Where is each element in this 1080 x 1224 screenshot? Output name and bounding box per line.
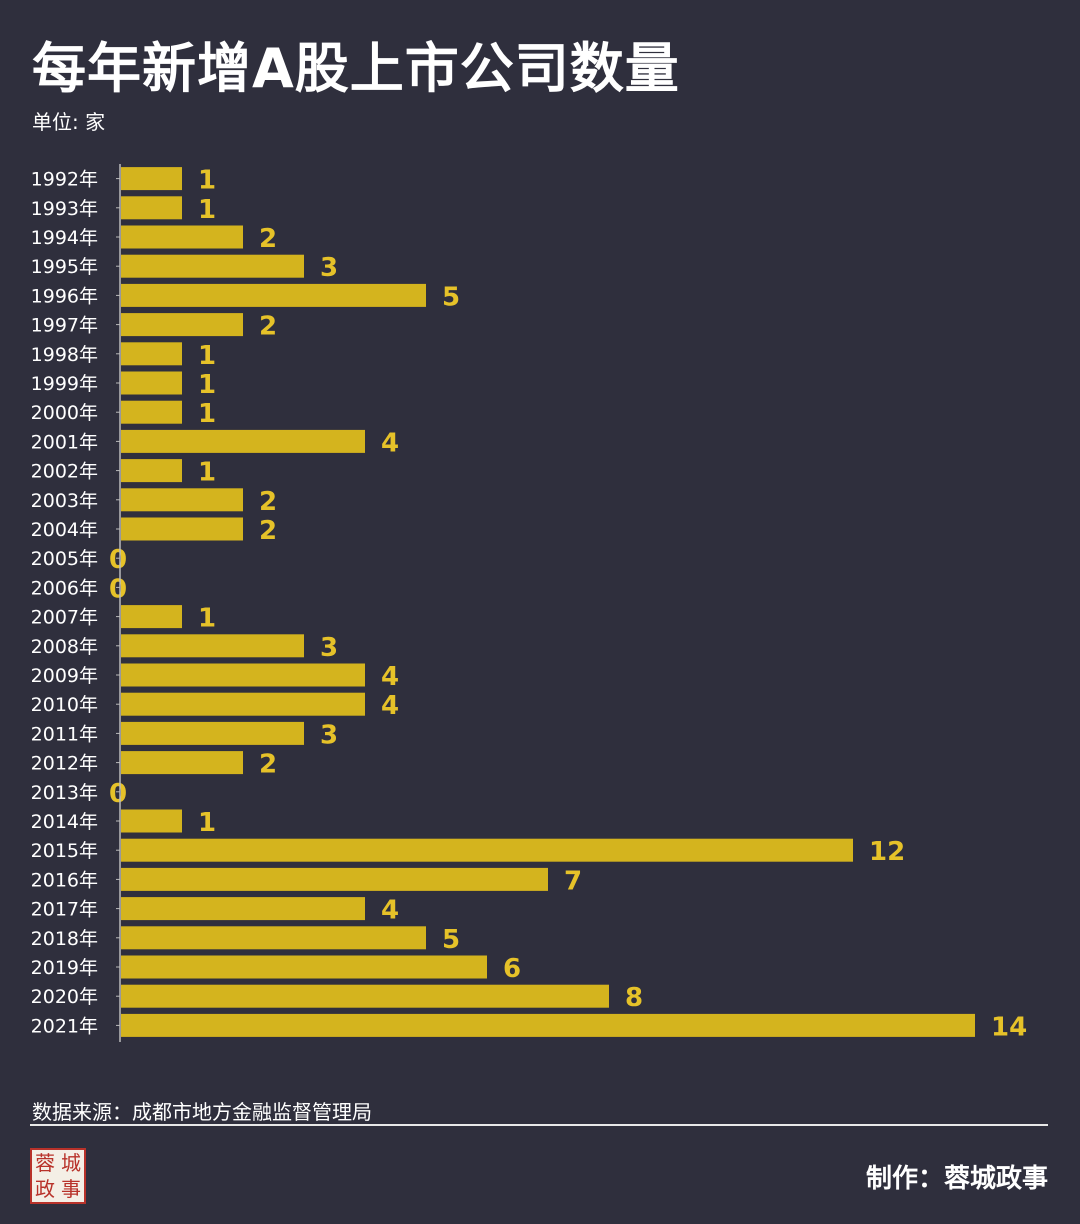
value-label: 2 bbox=[259, 516, 277, 546]
category-label: 2012年 bbox=[31, 753, 98, 775]
value-label: 2 bbox=[259, 224, 277, 254]
bar bbox=[121, 897, 365, 921]
value-label: 5 bbox=[442, 282, 460, 312]
value-label: 2 bbox=[259, 312, 277, 342]
value-label: 4 bbox=[381, 428, 399, 458]
bar bbox=[121, 1013, 975, 1037]
category-label: 2004年 bbox=[31, 519, 98, 541]
value-label: 0 bbox=[109, 545, 127, 575]
category-label: 2021年 bbox=[31, 1015, 98, 1037]
value-label: 2 bbox=[259, 487, 277, 517]
category-label: 1992年 bbox=[31, 169, 98, 191]
value-label: 12 bbox=[869, 837, 905, 867]
bar bbox=[121, 838, 853, 862]
value-label: 1 bbox=[198, 195, 216, 225]
value-label: 1 bbox=[198, 370, 216, 400]
category-label: 2009年 bbox=[31, 665, 98, 687]
data-source: 数据来源：成都市地方金融监督管理局 bbox=[32, 1100, 372, 1124]
category-label: 2015年 bbox=[31, 840, 98, 862]
category-label: 1994年 bbox=[31, 227, 98, 249]
category-label: 2013年 bbox=[31, 782, 98, 804]
category-label: 2014年 bbox=[31, 811, 98, 833]
bar bbox=[121, 313, 243, 337]
seal-char: 蓉 bbox=[35, 1151, 55, 1175]
bar bbox=[121, 400, 182, 424]
value-label: 14 bbox=[991, 1012, 1027, 1042]
value-label: 3 bbox=[320, 720, 338, 750]
bar bbox=[121, 488, 243, 512]
category-label: 1999年 bbox=[31, 373, 98, 395]
category-label: 2000年 bbox=[31, 402, 98, 424]
category-label: 1993年 bbox=[31, 198, 98, 220]
value-label: 0 bbox=[109, 574, 127, 604]
category-label: 1998年 bbox=[31, 344, 98, 366]
category-label: 2006年 bbox=[31, 577, 98, 599]
category-label: 2003年 bbox=[31, 490, 98, 512]
value-label: 1 bbox=[198, 341, 216, 371]
value-label: 4 bbox=[381, 691, 399, 721]
value-label: 7 bbox=[564, 866, 582, 896]
category-label: 1996年 bbox=[31, 285, 98, 307]
unit-label: 单位: 家 bbox=[32, 110, 106, 134]
value-label: 1 bbox=[198, 458, 216, 488]
category-label: 2010年 bbox=[31, 694, 98, 716]
seal-char: 城 bbox=[61, 1151, 81, 1175]
footer-divider bbox=[30, 1124, 1048, 1126]
bar bbox=[121, 167, 182, 191]
value-label: 1 bbox=[198, 604, 216, 634]
category-label: 1995年 bbox=[31, 256, 98, 278]
category-label: 2002年 bbox=[31, 461, 98, 483]
value-label: 4 bbox=[381, 662, 399, 692]
bar bbox=[121, 342, 182, 366]
bar bbox=[121, 926, 426, 950]
category-label: 2018年 bbox=[31, 928, 98, 950]
category-label: 2019年 bbox=[31, 957, 98, 979]
bar bbox=[121, 634, 304, 658]
bar bbox=[121, 955, 487, 979]
value-label: 8 bbox=[625, 983, 643, 1013]
bar bbox=[121, 663, 365, 687]
bar bbox=[121, 809, 182, 833]
category-label: 2016年 bbox=[31, 869, 98, 891]
value-label: 6 bbox=[503, 954, 521, 984]
bar bbox=[121, 517, 243, 541]
value-label: 5 bbox=[442, 925, 460, 955]
bar bbox=[121, 751, 243, 775]
chart-title: 每年新增A股上市公司数量 bbox=[32, 37, 680, 100]
category-label: 2011年 bbox=[31, 723, 98, 745]
credit-label: 制作：蓉城政事 bbox=[865, 1164, 1048, 1194]
bar bbox=[121, 692, 365, 716]
category-label: 2020年 bbox=[31, 986, 98, 1008]
bar bbox=[121, 605, 182, 629]
bar bbox=[121, 254, 304, 278]
bar bbox=[121, 721, 304, 745]
bar-chart: 1992年 1 1993年 1 1994年 2 1995年 3 1996年 5 1997年 2 1998… bbox=[31, 164, 1027, 1042]
bar bbox=[121, 225, 243, 249]
bar bbox=[121, 429, 365, 453]
category-label: 2001年 bbox=[31, 431, 98, 453]
category-label: 2007年 bbox=[31, 607, 98, 629]
seal-char: 政 bbox=[35, 1177, 55, 1201]
value-label: 1 bbox=[198, 808, 216, 838]
value-label: 0 bbox=[109, 779, 127, 809]
bar bbox=[121, 371, 182, 395]
value-label: 1 bbox=[198, 166, 216, 196]
category-label: 1997年 bbox=[31, 315, 98, 337]
category-label: 2008年 bbox=[31, 636, 98, 658]
category-label: 2017年 bbox=[31, 899, 98, 921]
bar bbox=[121, 867, 548, 891]
bar bbox=[121, 459, 182, 483]
bar bbox=[121, 984, 609, 1008]
bar bbox=[121, 196, 182, 220]
bar bbox=[121, 283, 426, 307]
seal-logo: 蓉 城 政 事 bbox=[30, 1148, 86, 1204]
category-label: 2005年 bbox=[31, 548, 98, 570]
value-label: 3 bbox=[320, 633, 338, 663]
value-label: 1 bbox=[198, 399, 216, 429]
value-label: 4 bbox=[381, 896, 399, 926]
value-label: 2 bbox=[259, 750, 277, 780]
value-label: 3 bbox=[320, 253, 338, 283]
seal-char: 事 bbox=[61, 1177, 81, 1201]
